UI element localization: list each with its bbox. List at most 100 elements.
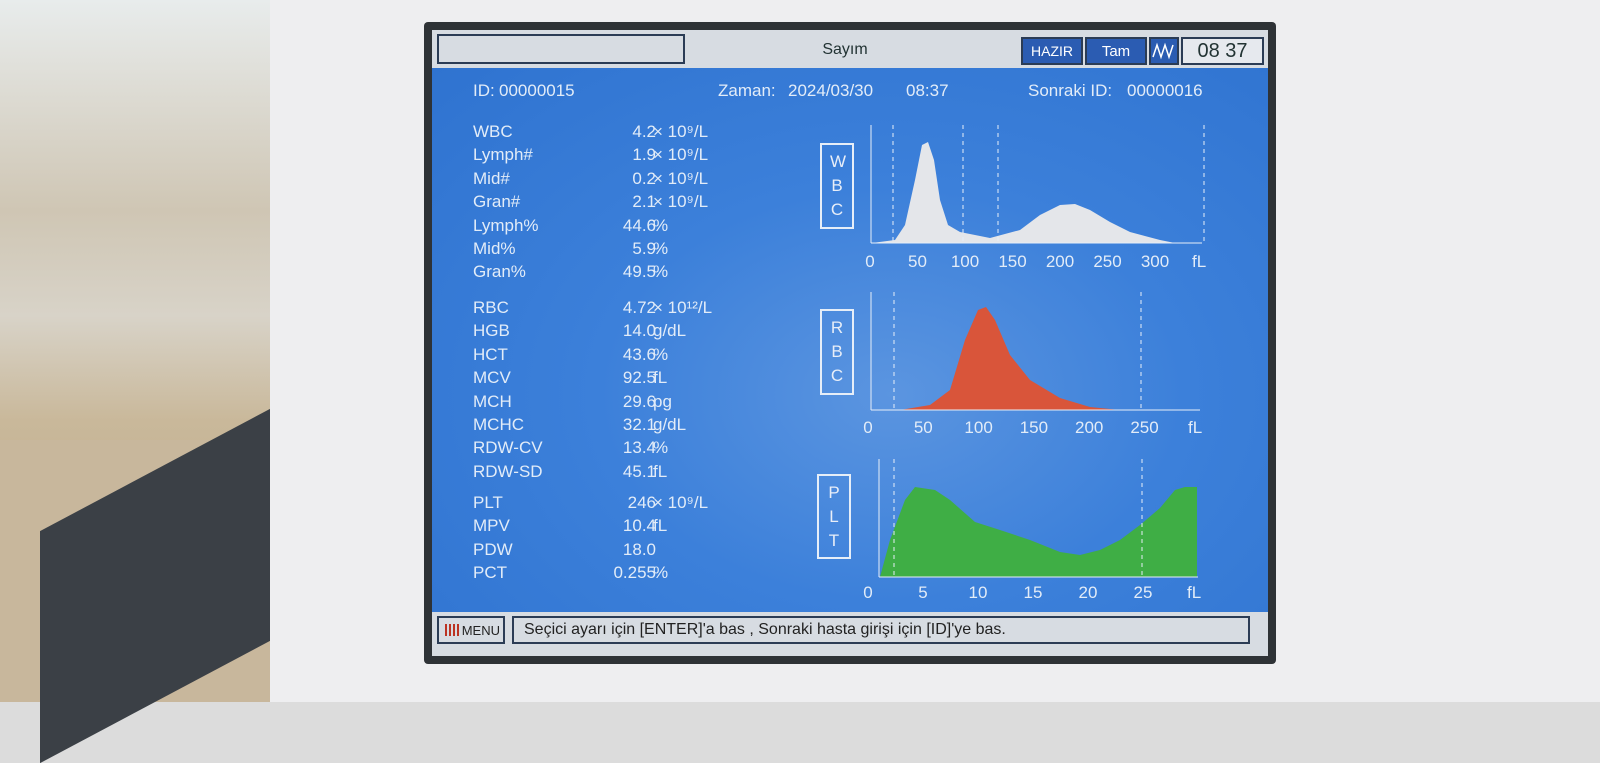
x-axis-unit: fL	[1188, 418, 1203, 437]
header-field	[437, 34, 685, 64]
param-name: Gran#	[473, 192, 521, 212]
param-value: 4.72	[622, 298, 656, 317]
param-value: 2.1	[632, 192, 656, 212]
param-unit: × 10⁹/L	[653, 192, 709, 212]
param-unit: fL	[653, 461, 668, 481]
param-name: MCH	[473, 391, 512, 411]
x-tick-label: 10	[968, 583, 988, 602]
menu-button[interactable]: MENU	[437, 616, 505, 644]
rbc-curve	[900, 307, 1120, 410]
param-name: Lymph%	[473, 215, 539, 235]
param-value: 29.6	[622, 391, 656, 411]
param-unit: fL	[653, 368, 668, 388]
x-axis-unit: fL	[1192, 252, 1207, 271]
param-name: Gran%	[473, 262, 526, 282]
param-name: PCT	[473, 563, 507, 583]
plt-plot	[878, 459, 1198, 578]
x-tick-label: 100	[964, 418, 993, 437]
x-tick-label: 250	[1093, 252, 1122, 271]
dividers	[893, 292, 1142, 410]
mode[interactable]: Tam	[1085, 37, 1147, 65]
x-tick-label: 15	[1023, 583, 1043, 602]
param-value: 14.0	[622, 321, 656, 341]
x-tick-label: 5	[918, 583, 928, 602]
param-unit: %	[653, 438, 669, 458]
param-name: PLT	[473, 493, 503, 512]
next-id-label: Sonraki ID:	[1028, 81, 1113, 100]
wave-icon	[1149, 37, 1179, 65]
param-unit: g/dL	[653, 415, 687, 434]
histogram-label-box: RBC	[820, 309, 854, 395]
x-tick-label: 250	[1130, 418, 1159, 437]
param-value: 45.1	[622, 461, 656, 481]
id-value: 00000015	[499, 81, 575, 100]
param-name: Mid#	[473, 168, 510, 188]
histogram-label-box: PLT	[817, 474, 851, 559]
x-tick-label: 150	[998, 252, 1027, 271]
wbc-plot	[870, 125, 1205, 244]
param-value: 0.255	[613, 563, 656, 583]
param-value: 4.2	[632, 122, 656, 141]
param-unit: × 10⁹/L	[653, 145, 709, 165]
param-name: RBC	[473, 298, 509, 317]
param-name: MCHC	[473, 415, 524, 434]
x-tick-label: 50	[908, 252, 927, 271]
param-unit: %	[653, 563, 669, 583]
param-unit: pg	[653, 391, 672, 411]
x-tick-label: 25	[1133, 583, 1153, 602]
x-tick-label: 150	[1019, 418, 1049, 437]
param-name: Lymph#	[473, 145, 533, 165]
param-name: Mid%	[473, 239, 516, 258]
param-value: 13.4	[622, 438, 656, 458]
status: HAZIR	[1021, 37, 1083, 65]
param-value: 5.9	[632, 239, 656, 258]
time-label: Zaman:	[718, 81, 776, 100]
param-name: MPV	[473, 516, 510, 536]
param-unit: fL	[653, 516, 668, 536]
param-value: 0.2	[632, 168, 656, 188]
param-unit: × 10⁹/L	[653, 122, 709, 141]
param-value: 10.4	[622, 516, 656, 536]
param-value: 43.6	[622, 344, 656, 364]
param-name: PDW	[473, 539, 513, 559]
dividers	[893, 459, 1143, 577]
histogram-label: RBC	[830, 318, 844, 385]
x-tick-label: 20	[1078, 583, 1098, 602]
dividers	[892, 125, 1205, 243]
x-tick-label: 100	[950, 252, 980, 271]
date-value: 2024/03/30	[788, 81, 874, 100]
x-tick-label: 50	[913, 418, 933, 437]
x-tick-label: 200	[1045, 252, 1075, 271]
param-name: RDW-SD	[473, 461, 543, 481]
x-axis-unit: fL	[1187, 583, 1202, 602]
param-value: 1.9	[632, 145, 656, 165]
x-tick-label: 0	[863, 418, 873, 437]
param-unit: × 10⁹/L	[653, 493, 709, 512]
next-id-value: 00000016	[1127, 81, 1203, 100]
param-unit: × 10⁹/L	[653, 168, 709, 188]
screen-title: Sayım	[822, 41, 868, 58]
histogram-label: WBC	[830, 152, 847, 219]
param-unit: %	[653, 262, 669, 282]
plt-curve	[880, 487, 1197, 577]
x-tick-label: 200	[1075, 418, 1104, 437]
histogram-label: PLT	[828, 482, 840, 550]
clock: 08 37	[1181, 37, 1264, 65]
footer-bar	[432, 612, 1268, 656]
rbc-plot	[870, 292, 1200, 411]
param-unit: g/dL	[653, 321, 687, 341]
param-value: 44.6	[622, 215, 656, 235]
param-unit: %	[653, 239, 669, 258]
param-value: 18.0	[622, 539, 656, 559]
menu-icon	[444, 624, 459, 636]
param-value: 49.5	[622, 262, 656, 282]
param-name: WBC	[473, 122, 513, 141]
param-unit: %	[653, 344, 669, 364]
param-value: 32.1	[622, 415, 656, 434]
x-tick-label: 300	[1140, 252, 1170, 271]
param-value: 246	[627, 493, 656, 512]
param-name: RDW-CV	[473, 438, 543, 458]
histograms	[870, 125, 1205, 578]
x-tick-label: 0	[865, 252, 875, 271]
param-name: MCV	[473, 368, 511, 388]
